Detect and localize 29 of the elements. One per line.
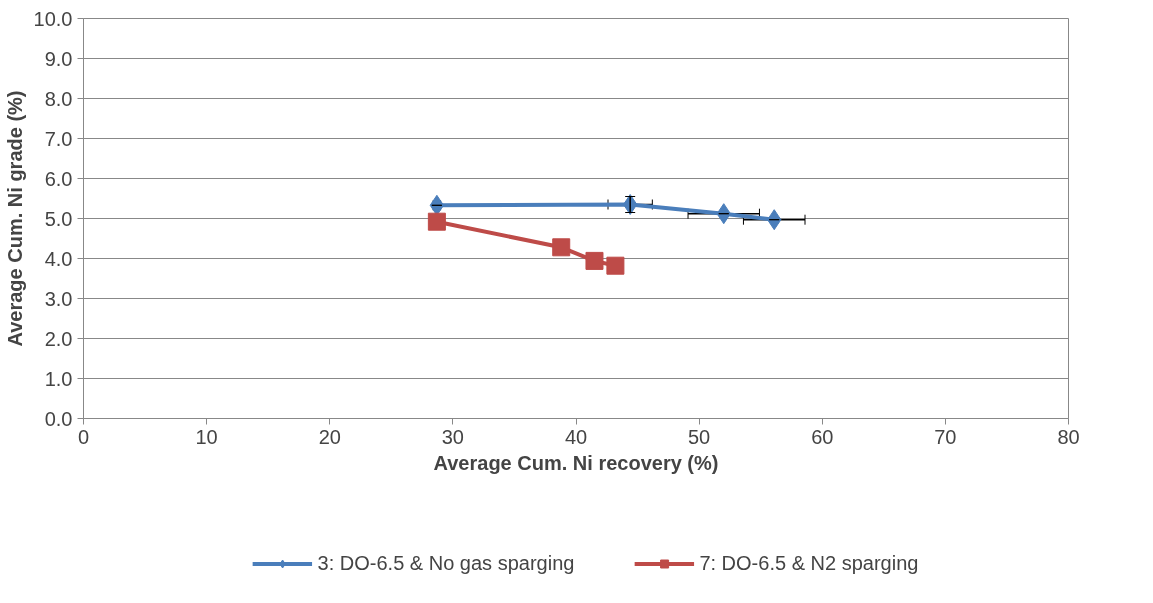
x-tick-label: 0 bbox=[77, 425, 90, 448]
y-tick-label: 3.0 bbox=[44, 287, 73, 310]
y-tick-label: 4.0 bbox=[44, 247, 73, 270]
y-tick-label: 2.0 bbox=[44, 327, 73, 350]
x-tick-label: 70 bbox=[934, 425, 957, 448]
legend-label: 3: DO-6.5 & No gas sparging bbox=[317, 551, 575, 575]
point bbox=[427, 212, 446, 231]
y-tick-label: 8.0 bbox=[44, 87, 73, 110]
point bbox=[552, 238, 571, 257]
y-tick-label: 10.0 bbox=[33, 7, 73, 30]
point bbox=[429, 194, 445, 216]
x-tick-label: 30 bbox=[441, 425, 464, 448]
point bbox=[606, 256, 625, 275]
y-tick-label: 1.0 bbox=[44, 367, 73, 390]
x-tick-label: 80 bbox=[1057, 425, 1080, 448]
x-tick-label: 60 bbox=[811, 425, 834, 448]
y-tick-label: 9.0 bbox=[44, 47, 73, 70]
y-tick-label: 7.0 bbox=[44, 127, 73, 150]
x-tick-label: 20 bbox=[318, 425, 341, 448]
point bbox=[585, 251, 604, 270]
x-tick-label: 50 bbox=[688, 425, 711, 448]
legend-label: 7: DO-6.5 & N2 sparging bbox=[699, 551, 919, 575]
y-tick-label: 0.0 bbox=[44, 407, 73, 430]
x-tick-label: 10 bbox=[195, 425, 218, 448]
x-axis-title: Average Cum. Ni recovery (%) bbox=[433, 451, 719, 474]
y-tick-label: 5.0 bbox=[44, 207, 73, 230]
y-tick-label: 6.0 bbox=[44, 167, 73, 190]
x-tick-label: 40 bbox=[564, 425, 588, 448]
y-axis-title: Average Cum. Ni grade (%) bbox=[3, 90, 26, 347]
